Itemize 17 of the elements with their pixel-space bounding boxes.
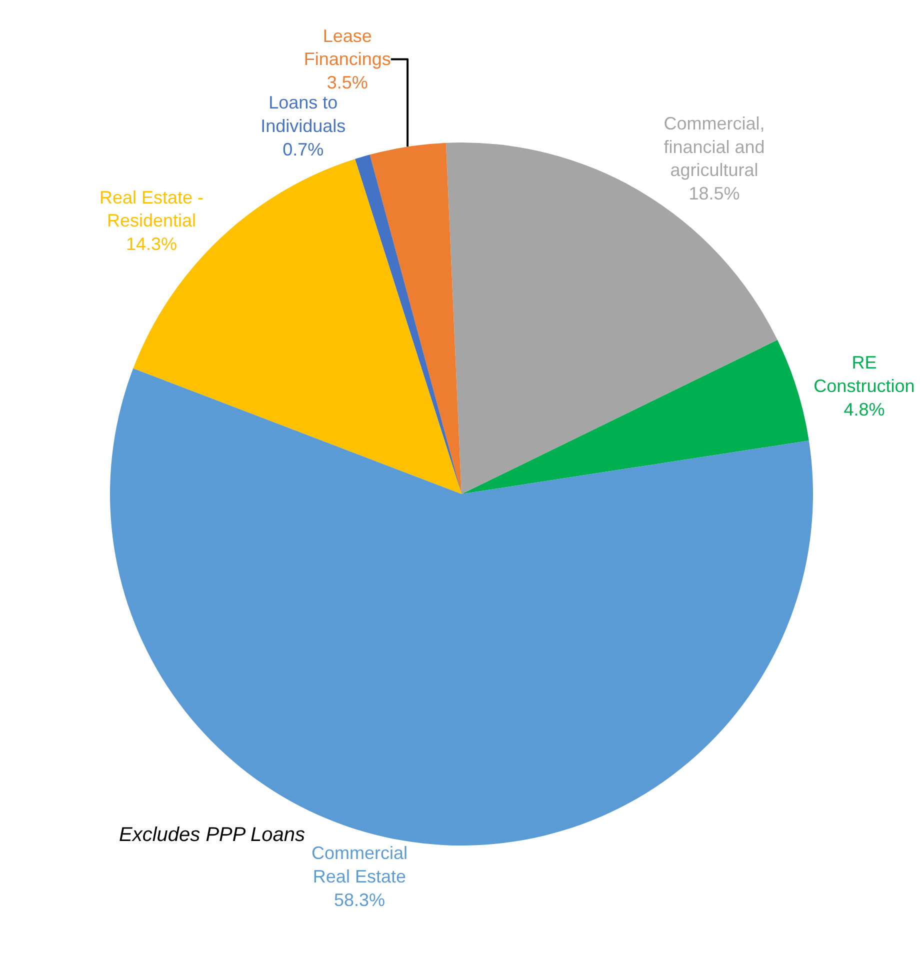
- slice-label: Commercial Real Estate: [311, 843, 408, 887]
- pie-slice: [354, 154, 462, 494]
- slice-label: Loans to Individuals: [260, 92, 346, 136]
- data-label: 18.5%: [688, 184, 740, 204]
- pie-slice: [370, 142, 462, 494]
- slice-label: Commercial, financial and agricultural: [664, 113, 765, 180]
- data-label: 58.3%: [334, 890, 385, 910]
- text: Excludes PPP Loans: [119, 824, 306, 846]
- data-label: 3.5%: [326, 72, 368, 93]
- pie-slice: [110, 368, 813, 846]
- pie-slice: [462, 340, 809, 494]
- slice-label: Lease Financings: [304, 26, 391, 70]
- slice-label: RE Construction: [814, 352, 915, 396]
- data-label: 14.3%: [126, 234, 177, 254]
- data-label: 0.7%: [282, 139, 324, 160]
- data-label: 4.8%: [844, 399, 885, 420]
- slice-label: Real Estate - Residential: [99, 187, 204, 231]
